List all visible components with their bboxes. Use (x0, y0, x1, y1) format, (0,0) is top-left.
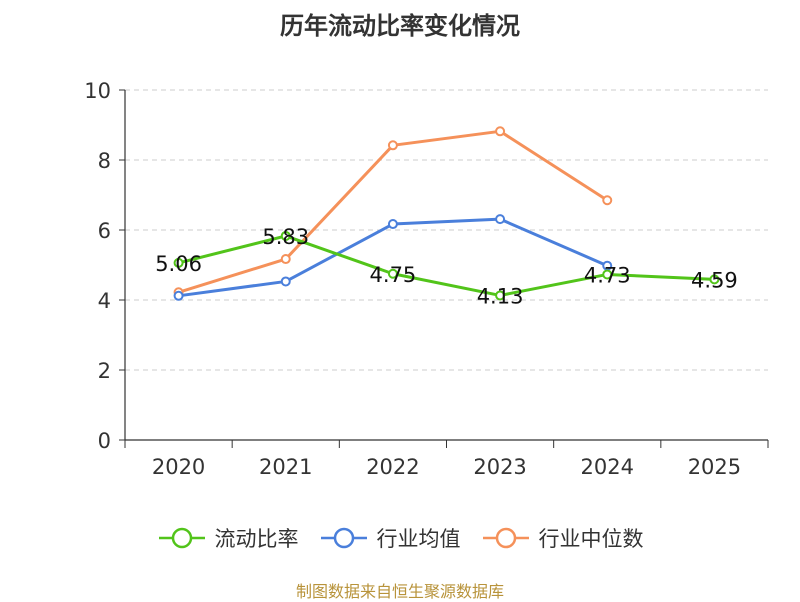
data-point-current-ratio (495, 290, 506, 301)
data-point-industry-median (387, 140, 398, 151)
chart-title: 历年流动比率变化情况 (280, 12, 520, 40)
legend-line-icon (320, 527, 367, 549)
data-point-industry-average (387, 219, 398, 230)
data-point-current-ratio (602, 269, 613, 280)
x-tick-label: 2020 (152, 455, 205, 479)
data-label: 5.06 (155, 252, 202, 276)
legend-line-icon (482, 527, 529, 549)
data-label: 4.73 (584, 263, 631, 287)
legend-item-current-ratio[interactable]: 流动比率 (157, 523, 299, 553)
legend-line-icon (158, 527, 205, 549)
data-point-industry-average (495, 214, 506, 225)
data-point-industry-median (280, 254, 291, 265)
x-tick-label: 2024 (581, 455, 634, 479)
legend-item-industry-average[interactable]: 行业均值 (319, 523, 461, 553)
x-tick-label: 2023 (473, 455, 526, 479)
legend-label: 行业均值 (376, 527, 461, 551)
y-tick-label: 2 (98, 359, 111, 383)
data-point-industry-median (495, 126, 506, 137)
data-point-industry-average (280, 276, 291, 287)
data-point-industry-average (173, 290, 184, 301)
x-tick-label: 2025 (688, 455, 741, 479)
series-line-current-ratio (178, 234, 715, 297)
y-tick-label: 4 (98, 289, 111, 313)
y-tick-label: 8 (98, 149, 111, 173)
data-label: 4.59 (691, 268, 738, 292)
source-note: 制图数据来自恒生聚源数据库 (295, 582, 504, 601)
legend-label: 行业中位数 (538, 527, 644, 551)
y-tick-label: 6 (98, 219, 111, 243)
data-point-current-ratio (709, 274, 720, 285)
y-tick-label: 10 (84, 79, 111, 103)
legend-item-industry-median[interactable]: 行业中位数 (481, 523, 644, 553)
data-point-current-ratio (280, 230, 291, 241)
x-tick-label: 2021 (259, 455, 312, 479)
data-label: 4.13 (477, 284, 524, 308)
data-point-current-ratio (173, 257, 184, 268)
legend: 流动比率 行业均值 行业中位数 (0, 520, 800, 556)
y-tick-label: 0 (98, 429, 111, 453)
x-tick-label: 2022 (366, 455, 419, 479)
data-label: 4.75 (370, 263, 417, 287)
data-label: 5.83 (262, 225, 309, 249)
data-point-industry-median (602, 195, 613, 206)
legend-label: 流动比率 (214, 527, 299, 551)
data-point-current-ratio (387, 268, 398, 279)
